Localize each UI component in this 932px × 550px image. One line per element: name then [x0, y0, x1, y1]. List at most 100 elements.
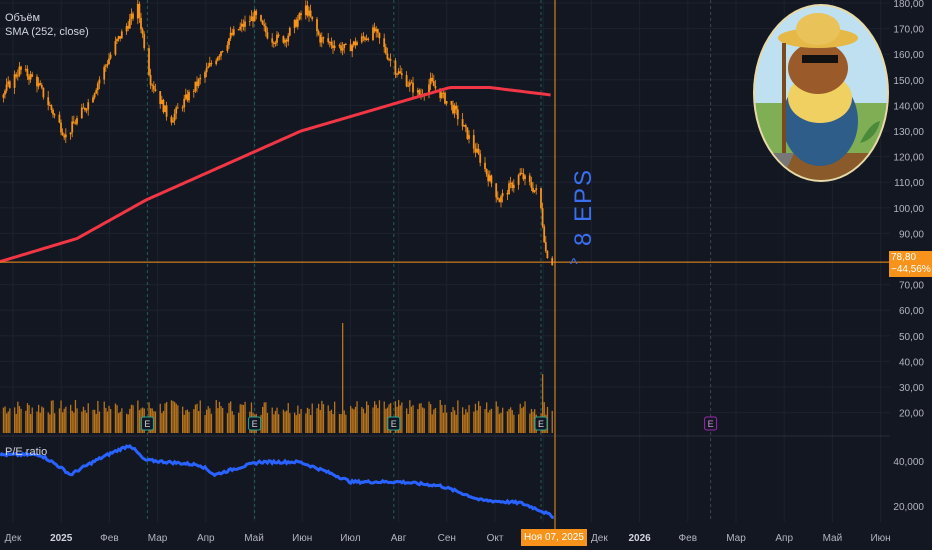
candle-body: [304, 5, 307, 16]
volume-bar: [374, 401, 376, 433]
candle-body: [463, 125, 466, 127]
candle-body: [412, 82, 414, 93]
volume-bar: [38, 404, 40, 433]
candle-body: [215, 60, 218, 65]
candle-body: [5, 84, 8, 91]
volume-bar: [362, 408, 365, 433]
candle-body: [186, 94, 189, 101]
volume-bar: [310, 415, 312, 433]
candle-body: [484, 162, 486, 169]
volume-bar: [361, 407, 363, 433]
volume-bar: [47, 412, 49, 433]
candle-body: [229, 32, 232, 39]
candle-body: [528, 175, 531, 183]
volume-bar: [166, 401, 168, 433]
eps-caret-icon: ^: [570, 256, 578, 273]
volume-bar: [367, 404, 369, 433]
time-axis-label: Фев: [679, 533, 697, 544]
candle-body: [512, 184, 515, 189]
volume-bar: [442, 412, 445, 433]
volume-bar: [420, 403, 422, 433]
volume-bar: [58, 408, 61, 433]
volume-bar: [228, 402, 230, 433]
volume-bar: [233, 414, 235, 433]
candle-body: [114, 41, 117, 55]
candle-body: [130, 13, 133, 19]
candle-body: [362, 36, 365, 38]
volume-bar: [465, 409, 467, 433]
candle-body: [376, 29, 379, 33]
volume-bar: [129, 408, 131, 433]
candle-body: [138, 3, 141, 18]
volume-bar: [6, 413, 8, 433]
volume-bar: [298, 413, 301, 433]
candle-body: [108, 58, 110, 65]
candle-body: [276, 34, 278, 43]
pe-ratio-line: [0, 444, 555, 520]
volume-bar: [378, 400, 381, 433]
volume-bar: [345, 414, 347, 433]
volume-bar: [204, 415, 206, 433]
volume-bar: [522, 406, 525, 433]
candle-body: [71, 121, 74, 133]
time-axis-label: Май: [823, 533, 843, 544]
time-axis-label: 2025: [50, 533, 73, 544]
candle-body: [266, 32, 269, 39]
volume-bar: [63, 408, 65, 433]
volume-bar: [130, 404, 133, 433]
volume-bar: [476, 410, 478, 433]
candle-body: [69, 132, 72, 135]
volume-bar: [95, 413, 97, 433]
candle-body: [495, 183, 498, 198]
volume-bar: [478, 401, 480, 433]
candle-body: [210, 63, 213, 65]
volume-bar: [401, 402, 403, 433]
volume-bar: [185, 410, 187, 433]
candle-body: [148, 48, 150, 76]
volume-bar: [73, 412, 75, 433]
candle-body: [399, 71, 402, 74]
candle-body: [194, 81, 197, 91]
volume-bar: [62, 412, 64, 433]
candle-body: [173, 113, 176, 121]
volume-bar: [206, 409, 208, 433]
candle-body: [508, 183, 510, 195]
candle-body: [386, 53, 389, 59]
volume-bar: [377, 408, 379, 433]
earnings-marker-box: [534, 416, 548, 431]
volume-bar: [127, 414, 129, 433]
candle-body: [37, 83, 40, 87]
candle-body: [511, 182, 514, 189]
volume-bar: [466, 412, 469, 433]
candle-body: [154, 89, 157, 92]
volume-bar: [138, 410, 141, 433]
legend-volume: Объём: [5, 12, 41, 24]
candle-body: [488, 175, 491, 182]
volume-bar: [422, 407, 424, 433]
candle-body: [47, 97, 50, 106]
candle-body: [373, 27, 376, 32]
candle-body: [440, 92, 443, 98]
volume-bar: [297, 405, 299, 433]
volume-bar: [159, 403, 161, 433]
volume-bar: [215, 399, 217, 433]
volume-bar: [524, 401, 526, 433]
volume-bar: [196, 403, 198, 433]
candle-body: [16, 75, 19, 77]
candle-body: [400, 73, 403, 76]
volume-bar: [242, 405, 245, 433]
volume-bar: [174, 401, 176, 433]
volume-bar: [542, 374, 544, 433]
candle-body: [184, 94, 187, 99]
time-axis-label: Сен: [438, 533, 456, 544]
candle-body: [498, 199, 501, 203]
volume-bar: [486, 402, 488, 433]
price-axis-label: 70,00: [899, 281, 924, 292]
volume-bar: [193, 409, 195, 433]
candle-body: [271, 38, 274, 43]
candle-body: [330, 41, 333, 46]
volume-bar: [439, 399, 441, 433]
volume-bar: [50, 400, 53, 433]
candle-body: [149, 75, 152, 85]
